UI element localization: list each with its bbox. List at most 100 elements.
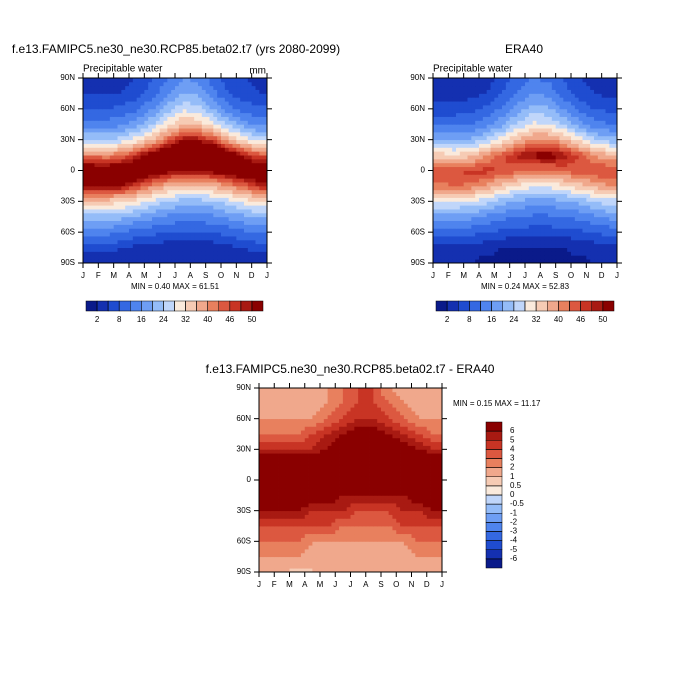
field-cell <box>486 216 491 222</box>
field-cell <box>532 104 537 110</box>
field-cell <box>186 124 191 129</box>
field-cell <box>247 170 253 175</box>
field-cell <box>586 128 591 133</box>
field-cell <box>83 216 88 222</box>
field-cell <box>436 220 442 225</box>
field-cell <box>236 189 241 195</box>
field-cell <box>228 243 233 248</box>
field-cell <box>436 236 442 241</box>
field-cell <box>528 143 534 148</box>
field-cell <box>159 147 164 152</box>
field-cell <box>102 120 107 125</box>
field-cell <box>144 255 149 260</box>
field-cell <box>198 158 203 164</box>
field-cell <box>224 247 230 252</box>
field-cell <box>456 232 461 237</box>
field-cell <box>171 93 176 98</box>
field-cell <box>327 568 332 573</box>
field-cell <box>152 101 157 106</box>
field-cell <box>415 568 420 573</box>
field-cell <box>381 556 386 561</box>
field-cell <box>148 112 153 117</box>
field-cell <box>190 189 195 195</box>
field-cell <box>536 139 541 144</box>
field-cell <box>528 193 534 198</box>
field-cell <box>163 101 168 106</box>
field-cell <box>213 212 218 218</box>
field-cell <box>456 147 461 152</box>
field-cell <box>224 193 230 198</box>
field-cell <box>459 116 465 121</box>
field-cell <box>155 224 161 229</box>
field-cell <box>563 155 568 160</box>
field-cell <box>433 216 438 222</box>
field-cell <box>247 116 253 121</box>
field-cell <box>594 170 599 175</box>
field-cell <box>513 162 518 168</box>
field-cell <box>171 85 176 90</box>
field-cell <box>213 193 218 198</box>
field-cell <box>163 243 168 248</box>
field-cell <box>482 93 488 98</box>
field-cell <box>479 139 484 144</box>
field-cell <box>247 182 253 187</box>
field-cell <box>388 556 393 561</box>
field-cell <box>217 201 222 206</box>
field-cell <box>155 151 161 156</box>
field-cell <box>144 135 149 141</box>
field-cell <box>102 158 107 164</box>
field-cell <box>509 182 514 187</box>
field-cell <box>259 120 264 125</box>
field-cell <box>609 131 614 137</box>
field-cell <box>521 209 526 214</box>
field-cell <box>463 185 468 191</box>
field-cell <box>582 108 587 114</box>
field-cell <box>498 166 503 171</box>
field-cell <box>90 259 95 264</box>
field-cell <box>452 89 457 94</box>
field-cell <box>392 568 397 573</box>
field-cell <box>525 243 530 248</box>
field-cell <box>155 205 161 210</box>
field-cell <box>536 209 541 214</box>
field-cell <box>521 189 526 195</box>
field-cell <box>167 155 172 160</box>
field-cell <box>163 247 168 252</box>
field-cell <box>563 97 568 102</box>
field-cell <box>244 178 249 183</box>
field-cell <box>567 97 572 102</box>
field-cell <box>152 135 157 141</box>
field-cell <box>90 170 95 175</box>
field-cell <box>609 197 614 202</box>
field-cell <box>205 131 210 137</box>
field-cell <box>452 108 457 114</box>
field-cell <box>263 104 268 110</box>
field-cell <box>574 151 580 156</box>
field-cell <box>228 143 233 148</box>
field-cell <box>152 174 157 179</box>
field-cell <box>517 255 522 260</box>
field-cell <box>613 212 618 218</box>
field-cell <box>459 209 465 214</box>
field-cell <box>521 178 526 183</box>
field-cell <box>102 108 107 114</box>
field-cell <box>590 185 595 191</box>
field-cell <box>121 131 126 137</box>
field-cell <box>83 104 88 110</box>
field-cell <box>609 182 614 187</box>
field-cell <box>521 97 526 102</box>
field-cell <box>452 97 457 102</box>
field-cell <box>106 151 111 156</box>
field-cell <box>502 174 507 179</box>
field-cell <box>433 147 438 152</box>
field-cell <box>232 251 237 256</box>
field-cell <box>471 243 476 248</box>
field-cell <box>125 232 130 237</box>
field-cell <box>113 101 118 106</box>
field-cell <box>479 131 484 137</box>
field-cell <box>517 116 522 121</box>
field-cell <box>221 182 226 187</box>
field-cell <box>186 170 191 175</box>
field-cell <box>467 209 472 214</box>
field-cell <box>83 247 88 252</box>
